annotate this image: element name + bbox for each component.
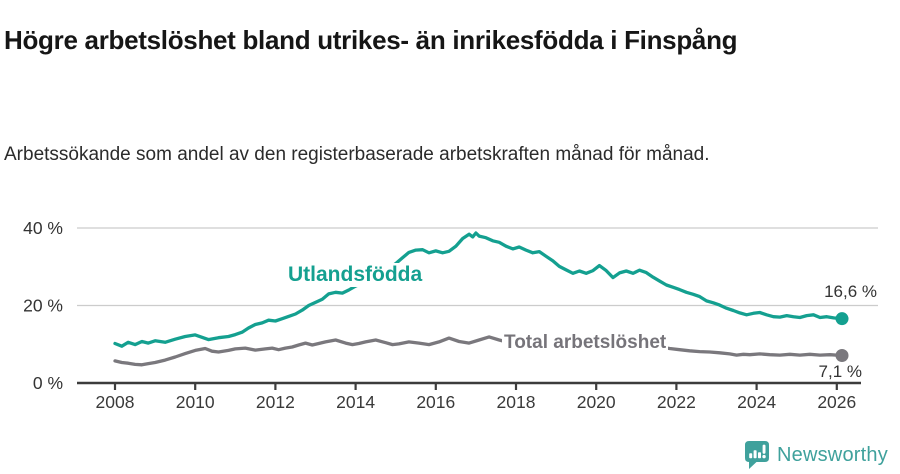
x-axis-label: 2010 xyxy=(176,392,215,412)
y-axis-label: 40 % xyxy=(23,218,63,238)
newsworthy-logo[interactable]: Newsworthy xyxy=(744,440,888,470)
newsworthy-bubble-chart-icon xyxy=(744,440,770,470)
x-axis-label: 2016 xyxy=(416,392,455,412)
x-axis-label: 2026 xyxy=(817,392,856,412)
x-axis-label: 2022 xyxy=(657,392,696,412)
x-axis-label: 2020 xyxy=(577,392,616,412)
newsworthy-wordmark: Newsworthy xyxy=(777,443,888,466)
end-value-label-total: 7,1 % xyxy=(818,362,862,381)
line-chart: 0 % 20 % 40 % 2008 2010 2012 2014 2016 2018 2020 2… xyxy=(23,218,878,412)
x-axis-label: 2012 xyxy=(256,392,295,412)
end-value-label-utlandsfodda: 16,6 % xyxy=(824,282,877,301)
y-axis-label: 20 % xyxy=(23,296,63,316)
series-label-total-arbetsloshet: Total arbetslöshet xyxy=(502,332,669,354)
page-title: Högre arbetslöshet bland utrikes- än inr… xyxy=(4,25,738,56)
series-end-dot xyxy=(835,348,849,362)
x-axis-label: 2014 xyxy=(336,392,375,412)
series-line-utlandsfodda xyxy=(113,231,844,348)
y-axis-label: 0 % xyxy=(33,373,63,393)
page-subtitle: Arbetssökande som andel av den registerb… xyxy=(4,144,710,165)
series-line-total xyxy=(113,335,844,367)
x-axis-label: 2024 xyxy=(737,392,776,412)
x-axis-label: 2008 xyxy=(96,392,135,412)
series-end-dot xyxy=(835,312,849,326)
series-label-utlandsfodda: Utlandsfödda xyxy=(286,263,425,287)
x-axis-label: 2018 xyxy=(497,392,536,412)
